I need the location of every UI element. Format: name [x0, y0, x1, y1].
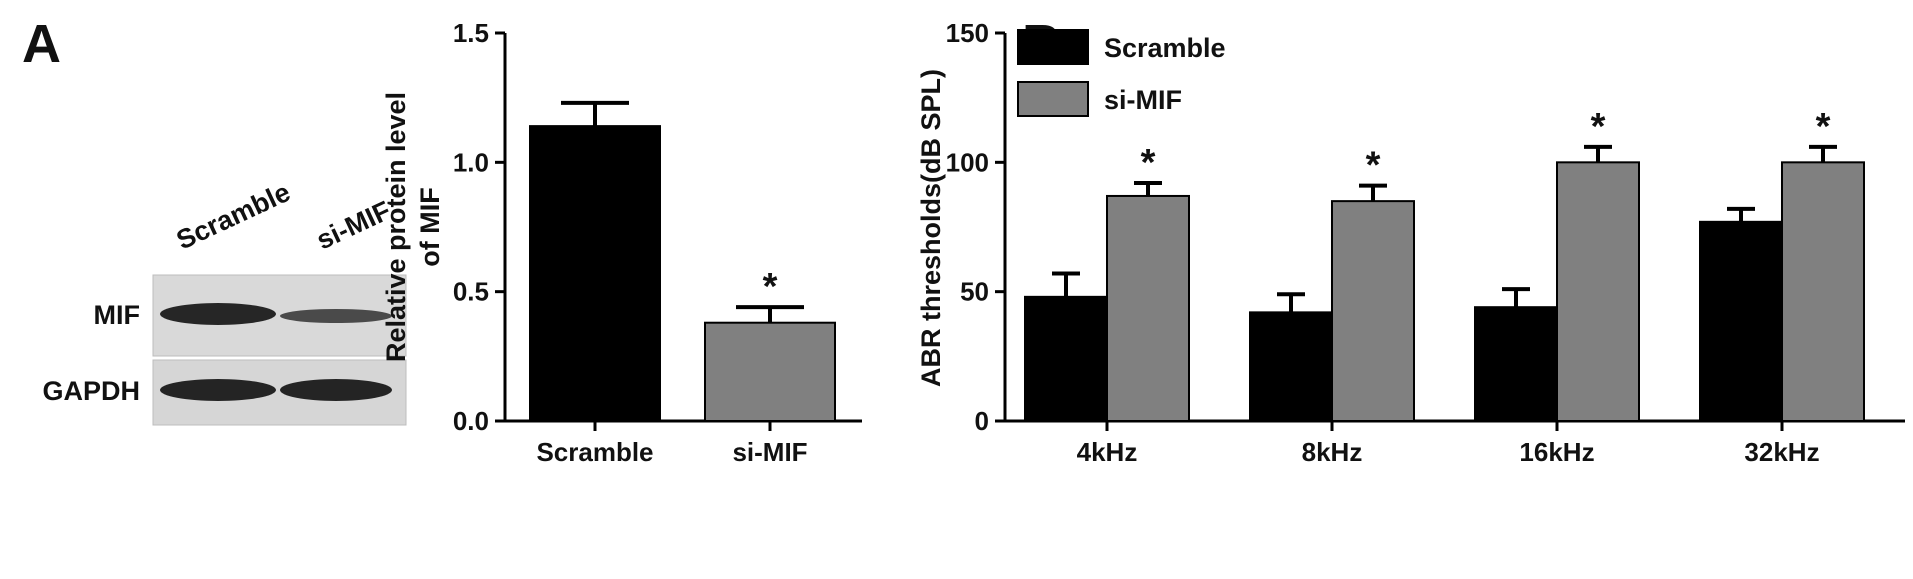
panel-b-legend-label-scramble: Scramble	[1104, 33, 1226, 63]
panel-a-y-tick-label: 1.5	[453, 18, 489, 48]
panel-a-bar-scramble	[529, 125, 661, 423]
panel-b-bar-si-mif-32khz	[1781, 161, 1865, 422]
panel-b-significance-marker: *	[1141, 142, 1156, 184]
panel-b-legend-swatch-si-mif	[1017, 81, 1089, 117]
panel-b-bar-si-mif-4khz	[1106, 194, 1190, 422]
panel-a-chart: 0.0 0.5 1.0 1.5 Scramble si-MIF * Relative prot…	[381, 18, 862, 467]
panel-b-x-tick-label: 16kHz	[1519, 437, 1594, 467]
panel-b-significance-marker: *	[1591, 106, 1606, 148]
panel-b-y-tick-label: 150	[946, 18, 989, 48]
panel-b-significance-marker: *	[1816, 106, 1831, 148]
panel-a-y-axis-label-line: Relative protein level	[381, 92, 411, 362]
panel-a-significance-marker: *	[763, 266, 778, 308]
panel-b-bar-si-mif-16khz	[1556, 161, 1640, 422]
panel-a-y-axis-label: Relative protein level of MIF	[381, 92, 445, 362]
panel-b-bar-scramble-8khz	[1249, 311, 1333, 422]
panel-a-y-tick-label: 0.0	[453, 406, 489, 436]
western-blot: Scramble si-MIF MIF GAPDH	[42, 177, 407, 426]
panel-a-x-tick-label: Scramble	[536, 437, 653, 467]
panel-b-bar-scramble-16khz	[1474, 306, 1558, 423]
panel-b-bar-si-mif-8khz	[1331, 200, 1415, 422]
blot-row-label-gapdh: GAPDH	[42, 376, 140, 406]
panel-a-bar-si-mif	[704, 321, 836, 422]
panel-b-bar-scramble-4khz	[1024, 295, 1108, 422]
panel-b-bar-scramble-32khz	[1699, 220, 1783, 422]
panel-b-y-tick-label: 100	[946, 147, 989, 177]
blot-band-gapdh-si-mif	[280, 379, 392, 401]
panel-a-y-tick-label: 1.0	[453, 147, 489, 177]
panel-a-y-tick-label: 0.5	[453, 277, 489, 307]
panel-b-significance-marker: *	[1366, 145, 1381, 187]
panel-b-y-tick-label: 50	[960, 277, 989, 307]
panel-b-x-tick-label: 4kHz	[1077, 437, 1138, 467]
blot-band-mif-si-mif	[280, 309, 392, 323]
panel-b-y-axis-label: ABR thresholds(dB SPL)	[916, 69, 946, 387]
panel-b-y-tick-label: 0	[975, 406, 989, 436]
panel-b-x-tick-label: 8kHz	[1302, 437, 1363, 467]
panel-a-x-tick-label: si-MIF	[732, 437, 807, 467]
blot-band-gapdh-scramble	[160, 379, 276, 401]
panel-a-y-axis-label-line: of MIF	[415, 187, 445, 266]
panel-b-x-tick-label: 32kHz	[1744, 437, 1819, 467]
panel-b-legend-swatch-scramble	[1017, 29, 1089, 65]
blot-band-mif-scramble	[160, 303, 276, 325]
blot-row-label-mif: MIF	[94, 300, 141, 330]
panel-label-a: A	[22, 14, 61, 74]
blot-lane-label-scramble: Scramble	[172, 177, 295, 256]
panel-b-legend-label-si-mif: si-MIF	[1104, 85, 1182, 115]
panel-b-chart: 0 50 100 150 * 4kHz * 8kHz * 16kHz * 32kHz ABR thres…	[916, 18, 1905, 467]
